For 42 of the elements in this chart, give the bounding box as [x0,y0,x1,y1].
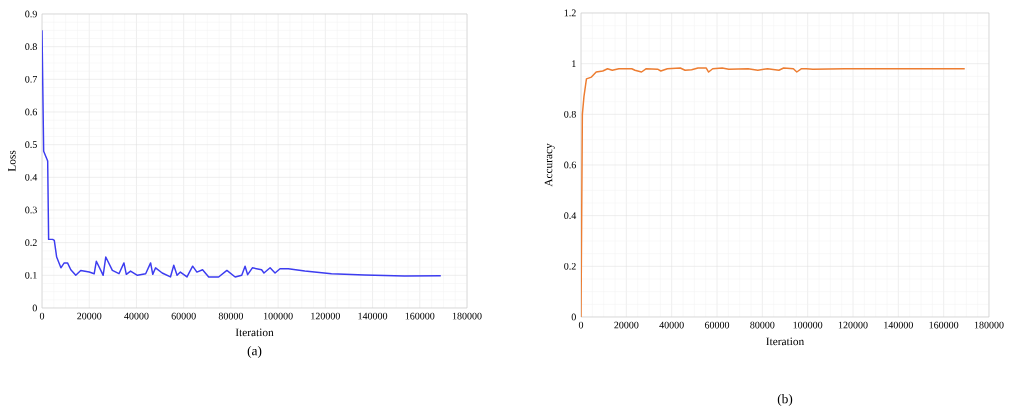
x-tick-label: 40000 [659,321,684,329]
y-tick-label: 0.3 [25,206,37,214]
y-tick-label: 0.1 [25,271,37,279]
x-tick-label: 160000 [405,312,435,320]
y-tick-label: 0.5 [25,141,37,149]
x-tick-label: 0 [39,312,45,320]
y-tick-label: 0.8 [25,43,37,51]
x-tick-label: 20000 [614,321,639,329]
x-axis-title: Iteration [235,328,274,337]
y-tick-label: 0.2 [564,262,576,270]
x-tick-label: 100000 [264,312,293,320]
x-tick-label: 20000 [77,312,102,320]
x-tick-label: 80000 [218,312,244,320]
x-tick-label: 180000 [452,312,482,320]
x-tick-label: 140000 [884,321,913,329]
y-tick-label: 0.6 [25,108,38,116]
x-tick-label: 120000 [838,321,868,329]
y-tick-label: 0.4 [25,173,38,181]
y-axis-title: Accuracy [544,143,555,187]
x-tick-label: 80000 [750,321,775,329]
x-tick-label: 160000 [929,321,959,329]
y-tick-label: 0 [32,304,37,312]
y-tick-label: 0.7 [25,75,38,83]
y-tick-label: 0.8 [564,110,576,118]
y-tick-label: 0.9 [25,10,37,18]
y-tick-label: 1 [572,60,576,67]
y-tick-label: 0.6 [564,161,576,169]
y-tick-label: 0.2 [25,239,37,247]
x-axis-title: Iteration [766,337,805,346]
x-tick-label: 140000 [358,312,388,320]
text: (a) [247,345,262,359]
text: (b) [777,393,793,407]
x-tick-label: 180000 [974,321,1004,329]
y-axis-title: Loss [8,150,16,172]
x-tick-label: 40000 [124,312,149,320]
y-tick-label: 1.2 [564,9,576,17]
x-tick-label: 100000 [793,321,823,329]
x-tick-label: 60000 [704,321,730,329]
x-tick-label: 0 [578,321,584,329]
y-tick-label: 0.4 [564,212,577,220]
x-tick-label: 60000 [171,312,196,320]
x-tick-label: 120000 [311,312,340,320]
